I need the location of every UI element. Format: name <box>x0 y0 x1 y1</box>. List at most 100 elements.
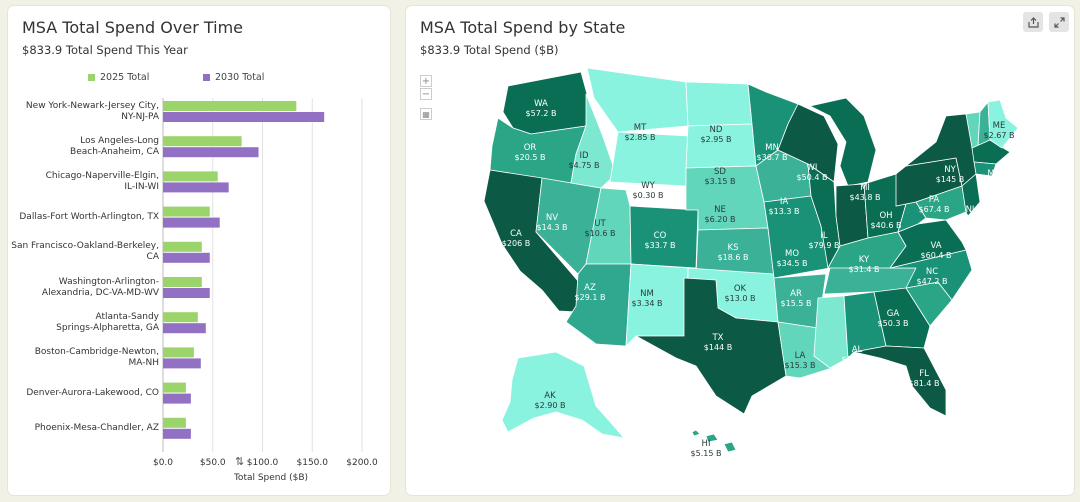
spend-by-state-card: MSA Total Spend by State $833.9 Total Sp… <box>406 6 1074 495</box>
sort-icon[interactable]: ⇅ <box>235 455 245 468</box>
state-abbr-label: WA <box>534 99 548 109</box>
state-abbr-label: MT <box>634 123 647 133</box>
state-abbr-label: UT <box>594 219 606 229</box>
bar-2030-6[interactable] <box>163 323 206 334</box>
state-ga[interactable] <box>873 287 931 349</box>
category-label-line: New York-Newark-Jersey City, <box>25 100 159 111</box>
state-ma[interactable] <box>971 139 1011 165</box>
zoom-in-button[interactable]: + <box>420 75 432 87</box>
state-ms[interactable] <box>813 295 849 369</box>
legend-item-2025[interactable]: 2025 Total <box>88 72 149 83</box>
state-abbr-label: ME <box>993 121 1006 131</box>
state-abbr-label: CA <box>510 229 522 239</box>
bar-2030-3[interactable] <box>163 217 220 228</box>
state-value-label: $13.0 B <box>725 294 756 303</box>
bar-2025-7[interactable] <box>163 347 194 358</box>
state-value-label: $3.34 B <box>632 299 663 308</box>
state-md[interactable] <box>915 185 967 221</box>
category-label-line: Boston-Cambridge-Newton, <box>34 346 159 357</box>
category-label-line: San Francisco-Oakland-Berkeley, <box>11 241 159 252</box>
expand-icon[interactable] <box>1049 12 1069 32</box>
state-value-label: $33.7 B <box>645 241 676 250</box>
state-abbr-label: AR <box>790 289 802 299</box>
bar-2025-0[interactable] <box>163 101 297 111</box>
state-fl[interactable] <box>853 345 947 417</box>
legend-swatch-2030 <box>203 74 210 81</box>
state-value-label: $144 B <box>704 343 732 352</box>
state-wi[interactable] <box>777 103 839 183</box>
state-va[interactable] <box>889 219 967 269</box>
category-label-line: Chicago-Naperville-Elgin, <box>45 170 159 181</box>
state-value-label: $6.20 B <box>705 215 736 224</box>
category-label: San Francisco-Oakland-Berkeley, CA <box>9 241 159 263</box>
bar-2030-8[interactable] <box>163 393 191 404</box>
state-abbr-label: KY <box>859 255 870 265</box>
state-value-label: $206 B <box>502 239 530 248</box>
category-label: Phoenix-Mesa-Chandler, AZ <box>9 423 159 434</box>
state-ak[interactable] <box>501 351 625 439</box>
state-value-label: $2.90 B <box>535 401 566 410</box>
category-label: Atlanta-Sandy Springs-Alpharetta, GA <box>9 312 159 334</box>
state-value-label: $2.95 B <box>701 135 732 144</box>
bar-2030-7[interactable] <box>163 358 201 369</box>
x-tick-label: $200.0 <box>346 458 378 468</box>
state-hi[interactable] <box>691 429 737 453</box>
category-label: Dallas-Fort Worth-Arlington, TX <box>9 212 159 223</box>
spend-by-state-subtitle: $833.9 Total Spend ($B) <box>420 43 559 57</box>
bar-2025-9[interactable] <box>163 417 186 428</box>
bar-2025-3[interactable] <box>163 206 210 217</box>
bar-2025-6[interactable] <box>163 312 198 323</box>
state-mi[interactable] <box>809 97 877 187</box>
bar-2025-2[interactable] <box>163 171 218 182</box>
zoom-out-button[interactable]: − <box>420 88 432 100</box>
bar-2025-5[interactable] <box>163 277 202 287</box>
state-abbr-label: OH <box>879 211 892 221</box>
state-value-label: $29.1 B <box>575 293 606 302</box>
state-abbr-label: AZ <box>584 283 596 293</box>
share-icon[interactable] <box>1023 12 1043 32</box>
bar-2030-0[interactable] <box>163 112 325 122</box>
bar-2030-1[interactable] <box>163 147 259 158</box>
category-label: Los Angeles-Long Beach-Anaheim, CA <box>9 136 159 158</box>
state-tx[interactable] <box>635 277 787 415</box>
state-value-label: $36.7 B <box>757 153 788 162</box>
state-abbr-label: HI <box>702 439 711 449</box>
bar-2025-1[interactable] <box>163 136 242 147</box>
state-me[interactable] <box>987 99 1019 149</box>
grid-view-icon[interactable]: ▦ <box>420 108 432 120</box>
state-abbr-label: VA <box>930 241 941 251</box>
category-label-line: Washington-Arlington- <box>58 276 159 287</box>
state-value-label: $81.4 B <box>909 379 940 388</box>
bar-2030-2[interactable] <box>163 182 229 193</box>
state-abbr-label: SD <box>714 167 726 177</box>
state-value-label: $43.8 B <box>850 193 881 202</box>
state-nc[interactable] <box>889 249 973 301</box>
state-nj[interactable] <box>961 173 981 217</box>
state-value-label: $18.6 B <box>718 253 749 262</box>
state-abbr-label: AL <box>852 345 863 355</box>
state-value-label: $50.4 B <box>797 173 828 182</box>
state-abbr-label: NV <box>546 213 558 223</box>
spend-over-time-subtitle: $833.9 Total Spend This Year <box>22 43 188 57</box>
spend-by-state-title: MSA Total Spend by State <box>420 18 626 37</box>
legend-item-2030[interactable]: 2030 Total <box>203 72 264 83</box>
state-az[interactable] <box>565 263 632 347</box>
category-label: New York-Newark-Jersey City, NY-NJ-PA <box>9 101 159 123</box>
state-value-label: $180 <box>960 215 980 224</box>
bar-2030-9[interactable] <box>163 428 191 439</box>
bar-2025-8[interactable] <box>163 382 186 393</box>
state-abbr-label: PA <box>929 195 940 205</box>
x-tick-label: $0.0 <box>152 458 174 468</box>
state-id[interactable] <box>570 93 617 189</box>
state-value-label: $60.4 B <box>921 251 952 260</box>
state-ct[interactable] <box>973 161 997 177</box>
bar-2025-4[interactable] <box>163 241 202 252</box>
category-label-line: Denver-Aurora-Lakewood, CO <box>26 387 159 398</box>
bar-2030-5[interactable] <box>163 288 210 298</box>
bar-2030-4[interactable] <box>163 252 210 263</box>
state-value-label: $13.3 B <box>769 207 800 216</box>
state-value-label: $31.4 B <box>849 265 880 274</box>
state-nd[interactable] <box>685 81 753 127</box>
state-value-label: $10.6 B <box>585 229 616 238</box>
category-label: Chicago-Naperville-Elgin, IL-IN-WI <box>9 171 159 193</box>
